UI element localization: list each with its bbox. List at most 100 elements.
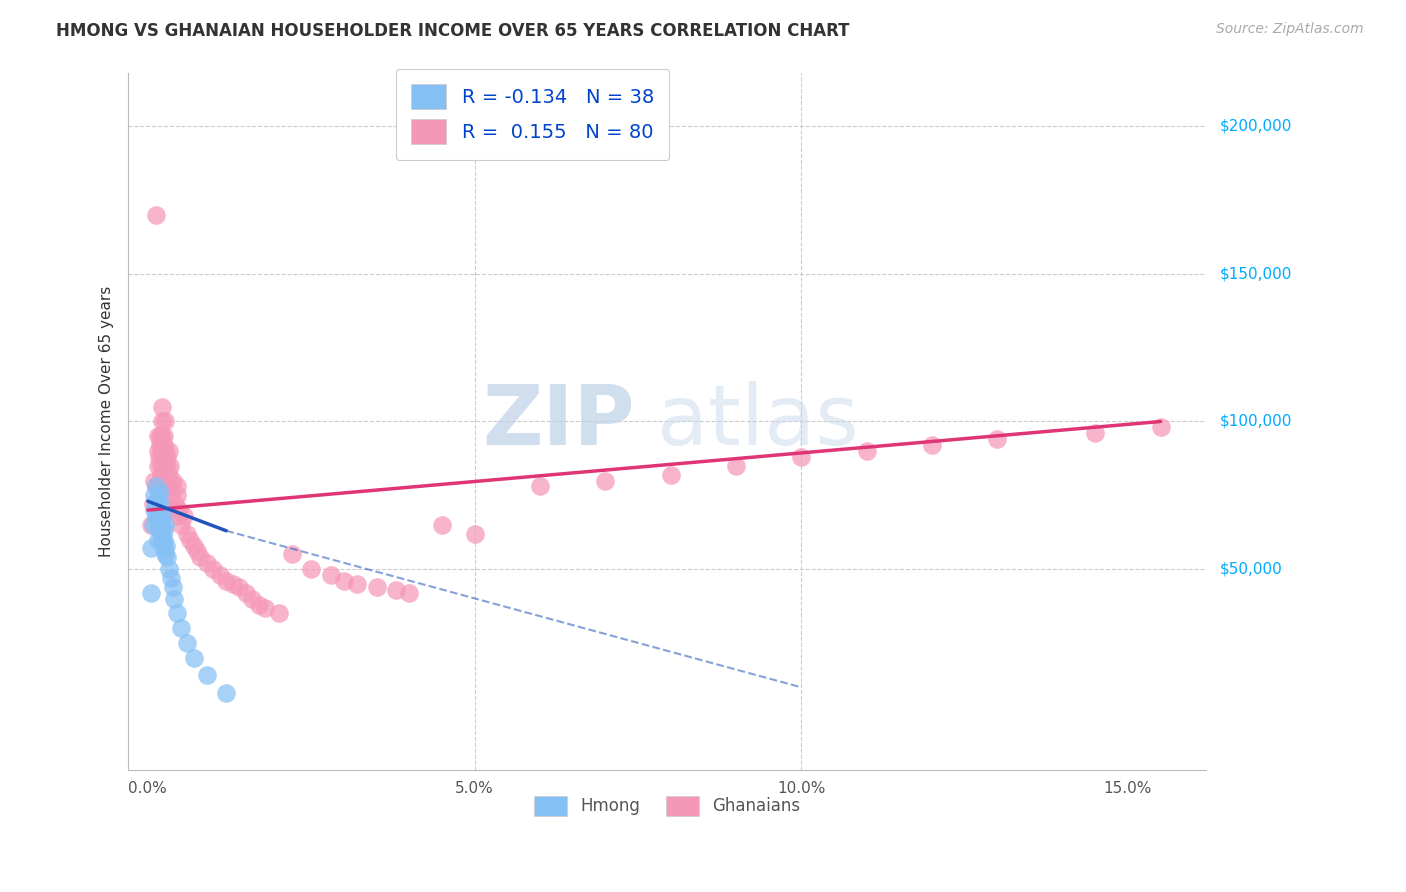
Point xyxy=(145,479,167,493)
Point xyxy=(139,541,162,556)
Point xyxy=(157,562,180,576)
Point xyxy=(139,517,162,532)
Point xyxy=(593,474,616,488)
Point xyxy=(385,582,408,597)
Point xyxy=(299,562,322,576)
Point xyxy=(222,577,245,591)
Point xyxy=(149,458,172,473)
Point xyxy=(529,479,551,493)
Point xyxy=(176,526,198,541)
Point xyxy=(1149,420,1171,434)
Point xyxy=(398,586,420,600)
Point xyxy=(148,533,170,547)
Point xyxy=(153,517,176,532)
Point xyxy=(208,568,231,582)
Point xyxy=(156,458,179,473)
Point xyxy=(176,636,198,650)
Text: atlas: atlas xyxy=(657,381,858,462)
Point xyxy=(155,548,177,562)
Point xyxy=(202,562,225,576)
Point xyxy=(195,556,218,570)
Point xyxy=(143,503,166,517)
Point xyxy=(145,479,167,493)
Point xyxy=(153,533,176,547)
Point xyxy=(157,474,180,488)
Point xyxy=(150,444,173,458)
Point xyxy=(152,450,174,464)
Point xyxy=(150,400,173,414)
Point xyxy=(162,580,184,594)
Point xyxy=(142,517,165,532)
Point xyxy=(159,458,181,473)
Point xyxy=(155,415,177,429)
Point xyxy=(790,450,813,464)
Point xyxy=(153,444,176,458)
Point xyxy=(149,517,172,532)
Point xyxy=(173,508,195,523)
Point xyxy=(157,467,180,482)
Point xyxy=(146,491,169,506)
Point xyxy=(167,503,190,517)
Point xyxy=(156,550,179,565)
Text: Source: ZipAtlas.com: Source: ZipAtlas.com xyxy=(1216,22,1364,37)
Point xyxy=(169,621,191,635)
Point xyxy=(149,429,172,443)
Point xyxy=(148,458,170,473)
Point xyxy=(280,548,302,562)
Point xyxy=(430,517,453,532)
Point xyxy=(153,524,176,538)
Point xyxy=(149,474,172,488)
Point xyxy=(195,668,218,682)
Point xyxy=(146,429,169,443)
Text: $100,000: $100,000 xyxy=(1220,414,1292,429)
Point xyxy=(346,577,368,591)
Point xyxy=(156,450,179,464)
Point xyxy=(152,438,174,452)
Point xyxy=(142,497,165,511)
Point xyxy=(247,598,270,612)
Text: $200,000: $200,000 xyxy=(1220,119,1292,134)
Point xyxy=(163,503,186,517)
Point xyxy=(159,571,181,585)
Point xyxy=(242,591,264,606)
Point xyxy=(153,458,176,473)
Point xyxy=(188,550,211,565)
Point xyxy=(155,467,177,482)
Point xyxy=(215,574,238,588)
Point xyxy=(921,438,943,452)
Point xyxy=(146,444,169,458)
Point xyxy=(139,586,162,600)
Point xyxy=(149,526,172,541)
Point xyxy=(148,450,170,464)
Text: HMONG VS GHANAIAN HOUSEHOLDER INCOME OVER 65 YEARS CORRELATION CHART: HMONG VS GHANAIAN HOUSEHOLDER INCOME OVE… xyxy=(56,22,849,40)
Point xyxy=(333,574,356,588)
Point xyxy=(165,497,187,511)
Point xyxy=(186,544,208,558)
Legend: Hmong, Ghanaians: Hmong, Ghanaians xyxy=(526,788,808,824)
Point xyxy=(166,488,188,502)
Point xyxy=(319,568,342,582)
Point xyxy=(267,607,290,621)
Point xyxy=(167,508,190,523)
Point xyxy=(145,497,167,511)
Point xyxy=(150,429,173,443)
Point xyxy=(724,458,747,473)
Text: $150,000: $150,000 xyxy=(1220,267,1292,281)
Point xyxy=(152,541,174,556)
Point xyxy=(179,533,201,547)
Point xyxy=(149,467,172,482)
Point xyxy=(148,517,170,532)
Point xyxy=(183,650,205,665)
Point xyxy=(163,591,186,606)
Point xyxy=(150,415,173,429)
Point xyxy=(366,580,388,594)
Point xyxy=(228,580,250,594)
Point xyxy=(143,474,166,488)
Point xyxy=(146,503,169,517)
Point xyxy=(159,479,181,493)
Point xyxy=(160,488,183,502)
Point xyxy=(152,429,174,443)
Point xyxy=(169,517,191,532)
Point xyxy=(155,539,177,553)
Point xyxy=(150,533,173,547)
